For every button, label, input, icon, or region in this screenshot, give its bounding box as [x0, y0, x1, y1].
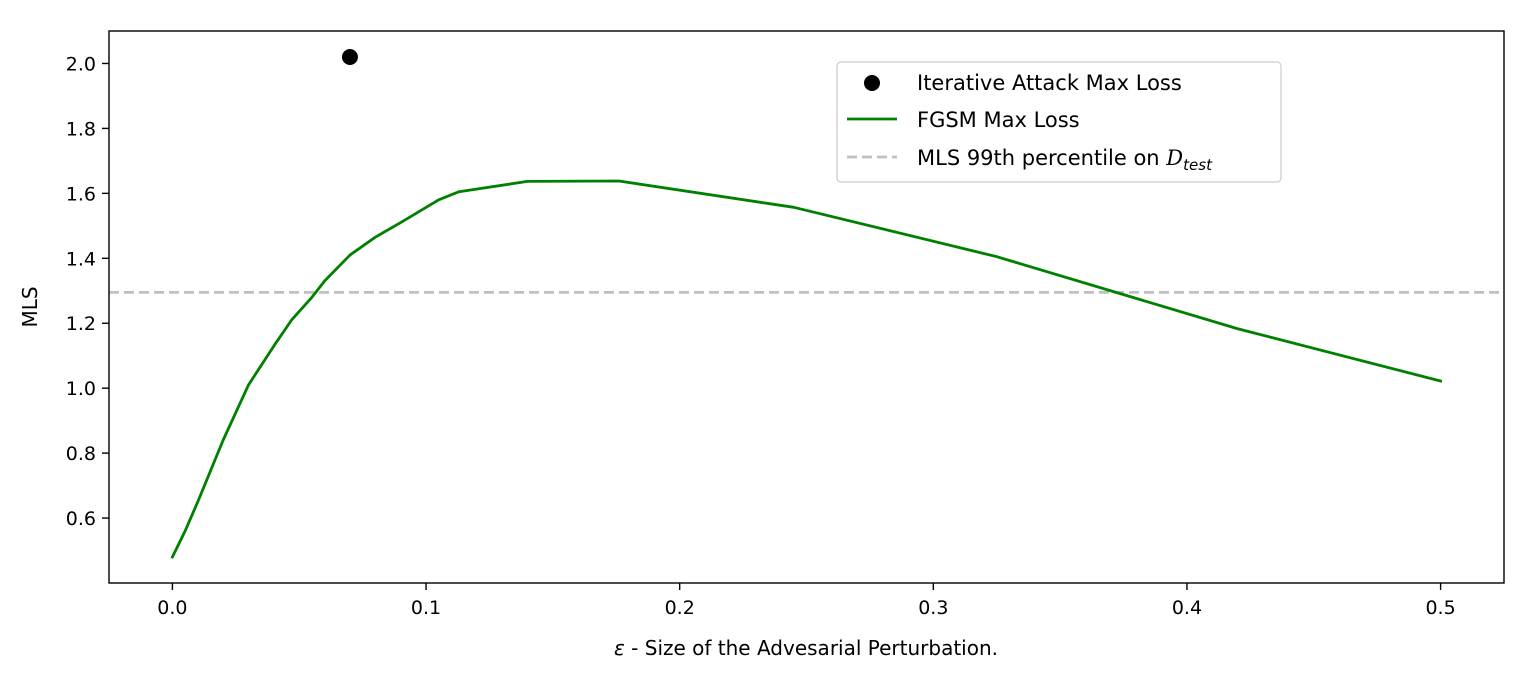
- y-axis: 0.6 0.8 1.0 1.2 1.4 1.6 1.8 2.0: [66, 53, 109, 530]
- x-axis-label: ε - Size of the Advesarial Perturbation.: [614, 636, 998, 660]
- series-layer: [109, 48, 1504, 559]
- x-axis: 0.0 0.1 0.2 0.3 0.4 0.5: [157, 583, 1456, 619]
- y-tick-label: 0.6: [66, 508, 96, 530]
- legend: Iterative Attack Max Loss FGSM Max Loss …: [836, 61, 1282, 183]
- y-axis-label: MLS: [18, 286, 42, 327]
- x-tick-label: 0.2: [665, 597, 695, 619]
- x-tick-label: 0.4: [1172, 597, 1202, 619]
- x-tick-label: 0.5: [1425, 597, 1455, 619]
- x-tick-label: 0.3: [918, 597, 948, 619]
- y-tick-label: 1.4: [66, 248, 96, 270]
- legend-box: [836, 61, 1282, 183]
- x-tick-label: 0.1: [411, 597, 441, 619]
- iterative-attack-point: [341, 48, 358, 65]
- y-tick-label: 1.6: [66, 183, 96, 205]
- y-tick-label: 1.8: [66, 118, 96, 140]
- y-tick-label: 2.0: [66, 53, 96, 75]
- x-tick-label: 0.0: [157, 597, 187, 619]
- fgsm-line: [170, 179, 1443, 559]
- legend-label-fgsm: FGSM Max Loss: [917, 108, 1080, 132]
- y-tick-label: 0.8: [66, 443, 96, 465]
- y-tick-label: 1.0: [66, 378, 96, 400]
- plot-frame: [108, 30, 1505, 584]
- legend-label-percentile: MLS 99th percentile on Dtest: [917, 146, 1213, 174]
- y-tick-label: 1.2: [66, 313, 96, 335]
- legend-label-iterative: Iterative Attack Max Loss: [917, 71, 1182, 95]
- legend-marker-iterative: [864, 75, 880, 91]
